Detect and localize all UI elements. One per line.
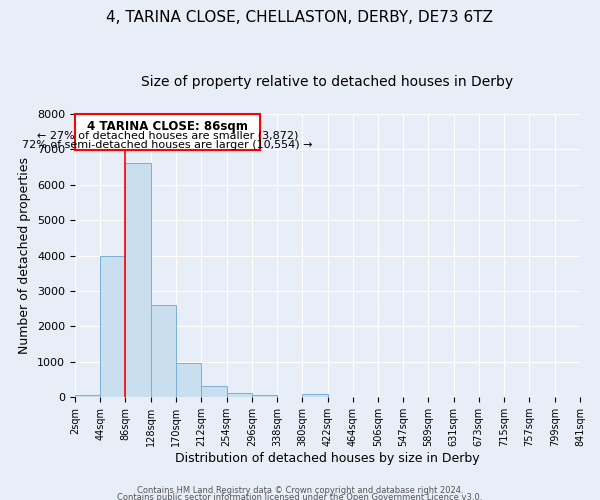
- Bar: [100, 256, 125, 397]
- Bar: [202, 386, 227, 397]
- Y-axis label: Number of detached properties: Number of detached properties: [19, 157, 31, 354]
- Text: Contains public sector information licensed under the Open Government Licence v3: Contains public sector information licen…: [118, 494, 482, 500]
- Title: Size of property relative to detached houses in Derby: Size of property relative to detached ho…: [142, 75, 514, 89]
- FancyBboxPatch shape: [75, 114, 260, 150]
- Text: 4 TARINA CLOSE: 86sqm: 4 TARINA CLOSE: 86sqm: [87, 120, 248, 133]
- X-axis label: Distribution of detached houses by size in Derby: Distribution of detached houses by size …: [175, 452, 480, 465]
- Bar: [227, 392, 252, 397]
- Text: ← 27% of detached houses are smaller (3,872): ← 27% of detached houses are smaller (3,…: [37, 130, 298, 140]
- Bar: [302, 394, 328, 397]
- Bar: [75, 396, 100, 397]
- Text: Contains HM Land Registry data © Crown copyright and database right 2024.: Contains HM Land Registry data © Crown c…: [137, 486, 463, 495]
- Bar: [125, 164, 151, 397]
- Bar: [252, 396, 277, 397]
- Bar: [151, 305, 176, 397]
- Bar: [176, 362, 202, 397]
- Text: 72% of semi-detached houses are larger (10,554) →: 72% of semi-detached houses are larger (…: [22, 140, 313, 150]
- Text: 4, TARINA CLOSE, CHELLASTON, DERBY, DE73 6TZ: 4, TARINA CLOSE, CHELLASTON, DERBY, DE73…: [107, 10, 493, 25]
